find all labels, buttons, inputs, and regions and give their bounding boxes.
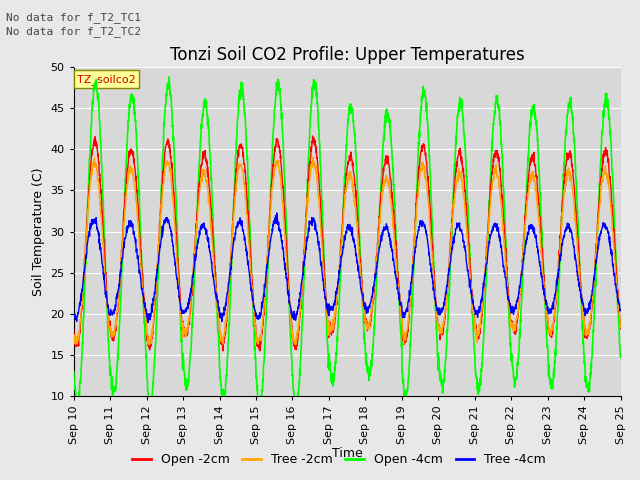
Y-axis label: Soil Temperature (C): Soil Temperature (C) bbox=[32, 168, 45, 296]
Title: Tonzi Soil CO2 Profile: Upper Temperatures: Tonzi Soil CO2 Profile: Upper Temperatur… bbox=[170, 46, 525, 64]
Legend: Open -2cm, Tree -2cm, Open -4cm, Tree -4cm: Open -2cm, Tree -2cm, Open -4cm, Tree -4… bbox=[127, 448, 551, 471]
Text: TZ_soilco2: TZ_soilco2 bbox=[77, 74, 136, 84]
X-axis label: Time: Time bbox=[332, 446, 363, 459]
Text: No data for f_T2_TC2: No data for f_T2_TC2 bbox=[6, 26, 141, 37]
Text: No data for f_T2_TC1: No data for f_T2_TC1 bbox=[6, 12, 141, 23]
